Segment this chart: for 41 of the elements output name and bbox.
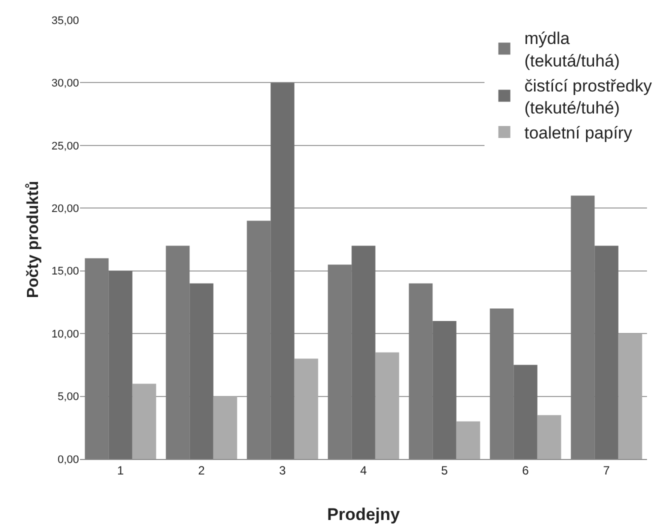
bar [570, 196, 595, 459]
bar [432, 321, 456, 459]
bar [514, 364, 538, 459]
bar [213, 396, 238, 459]
y-tick-label: 15,00 [51, 266, 79, 278]
y-tick-label: 25,00 [51, 140, 79, 152]
bar [190, 283, 214, 459]
bar [352, 246, 376, 459]
x-tick-label: 2 [198, 463, 206, 478]
bar [246, 220, 271, 459]
bar [166, 246, 190, 459]
legend-label: toaletní papíry [524, 124, 633, 143]
bar [618, 334, 642, 459]
bar [270, 82, 294, 459]
bar [490, 308, 514, 459]
bar [132, 384, 156, 459]
y-tick-label: 5,00 [58, 391, 79, 404]
y-tick-label: 30,00 [51, 78, 79, 90]
bar [328, 264, 352, 459]
legend-label: čistící prostředky (tekuté/tuhé) [524, 76, 652, 118]
y-tick-label: 35,00 [51, 14, 79, 27]
bar [108, 270, 132, 459]
legend-label: mýdla (tekutá/tuhá) [524, 29, 620, 70]
bar [537, 415, 562, 459]
x-tick-label: 7 [603, 463, 610, 478]
y-tick-label: 10,00 [51, 328, 79, 340]
y-axis-title: Počty produktů [25, 180, 42, 298]
bar [84, 258, 109, 459]
y-tick-label: 20,00 [51, 202, 79, 215]
x-tick-label: 3 [279, 463, 286, 478]
bar [294, 358, 318, 459]
x-tick-label: 4 [360, 463, 368, 478]
x-tick-label: 1 [117, 463, 124, 478]
bar [408, 283, 433, 459]
bar [456, 421, 480, 459]
bar [375, 352, 400, 459]
y-tick-label: 0,00 [58, 454, 79, 466]
bar [594, 246, 618, 459]
x-axis-title: Prodejny [327, 505, 400, 524]
x-tick-label: 5 [441, 463, 448, 478]
x-tick-label: 6 [522, 463, 530, 478]
